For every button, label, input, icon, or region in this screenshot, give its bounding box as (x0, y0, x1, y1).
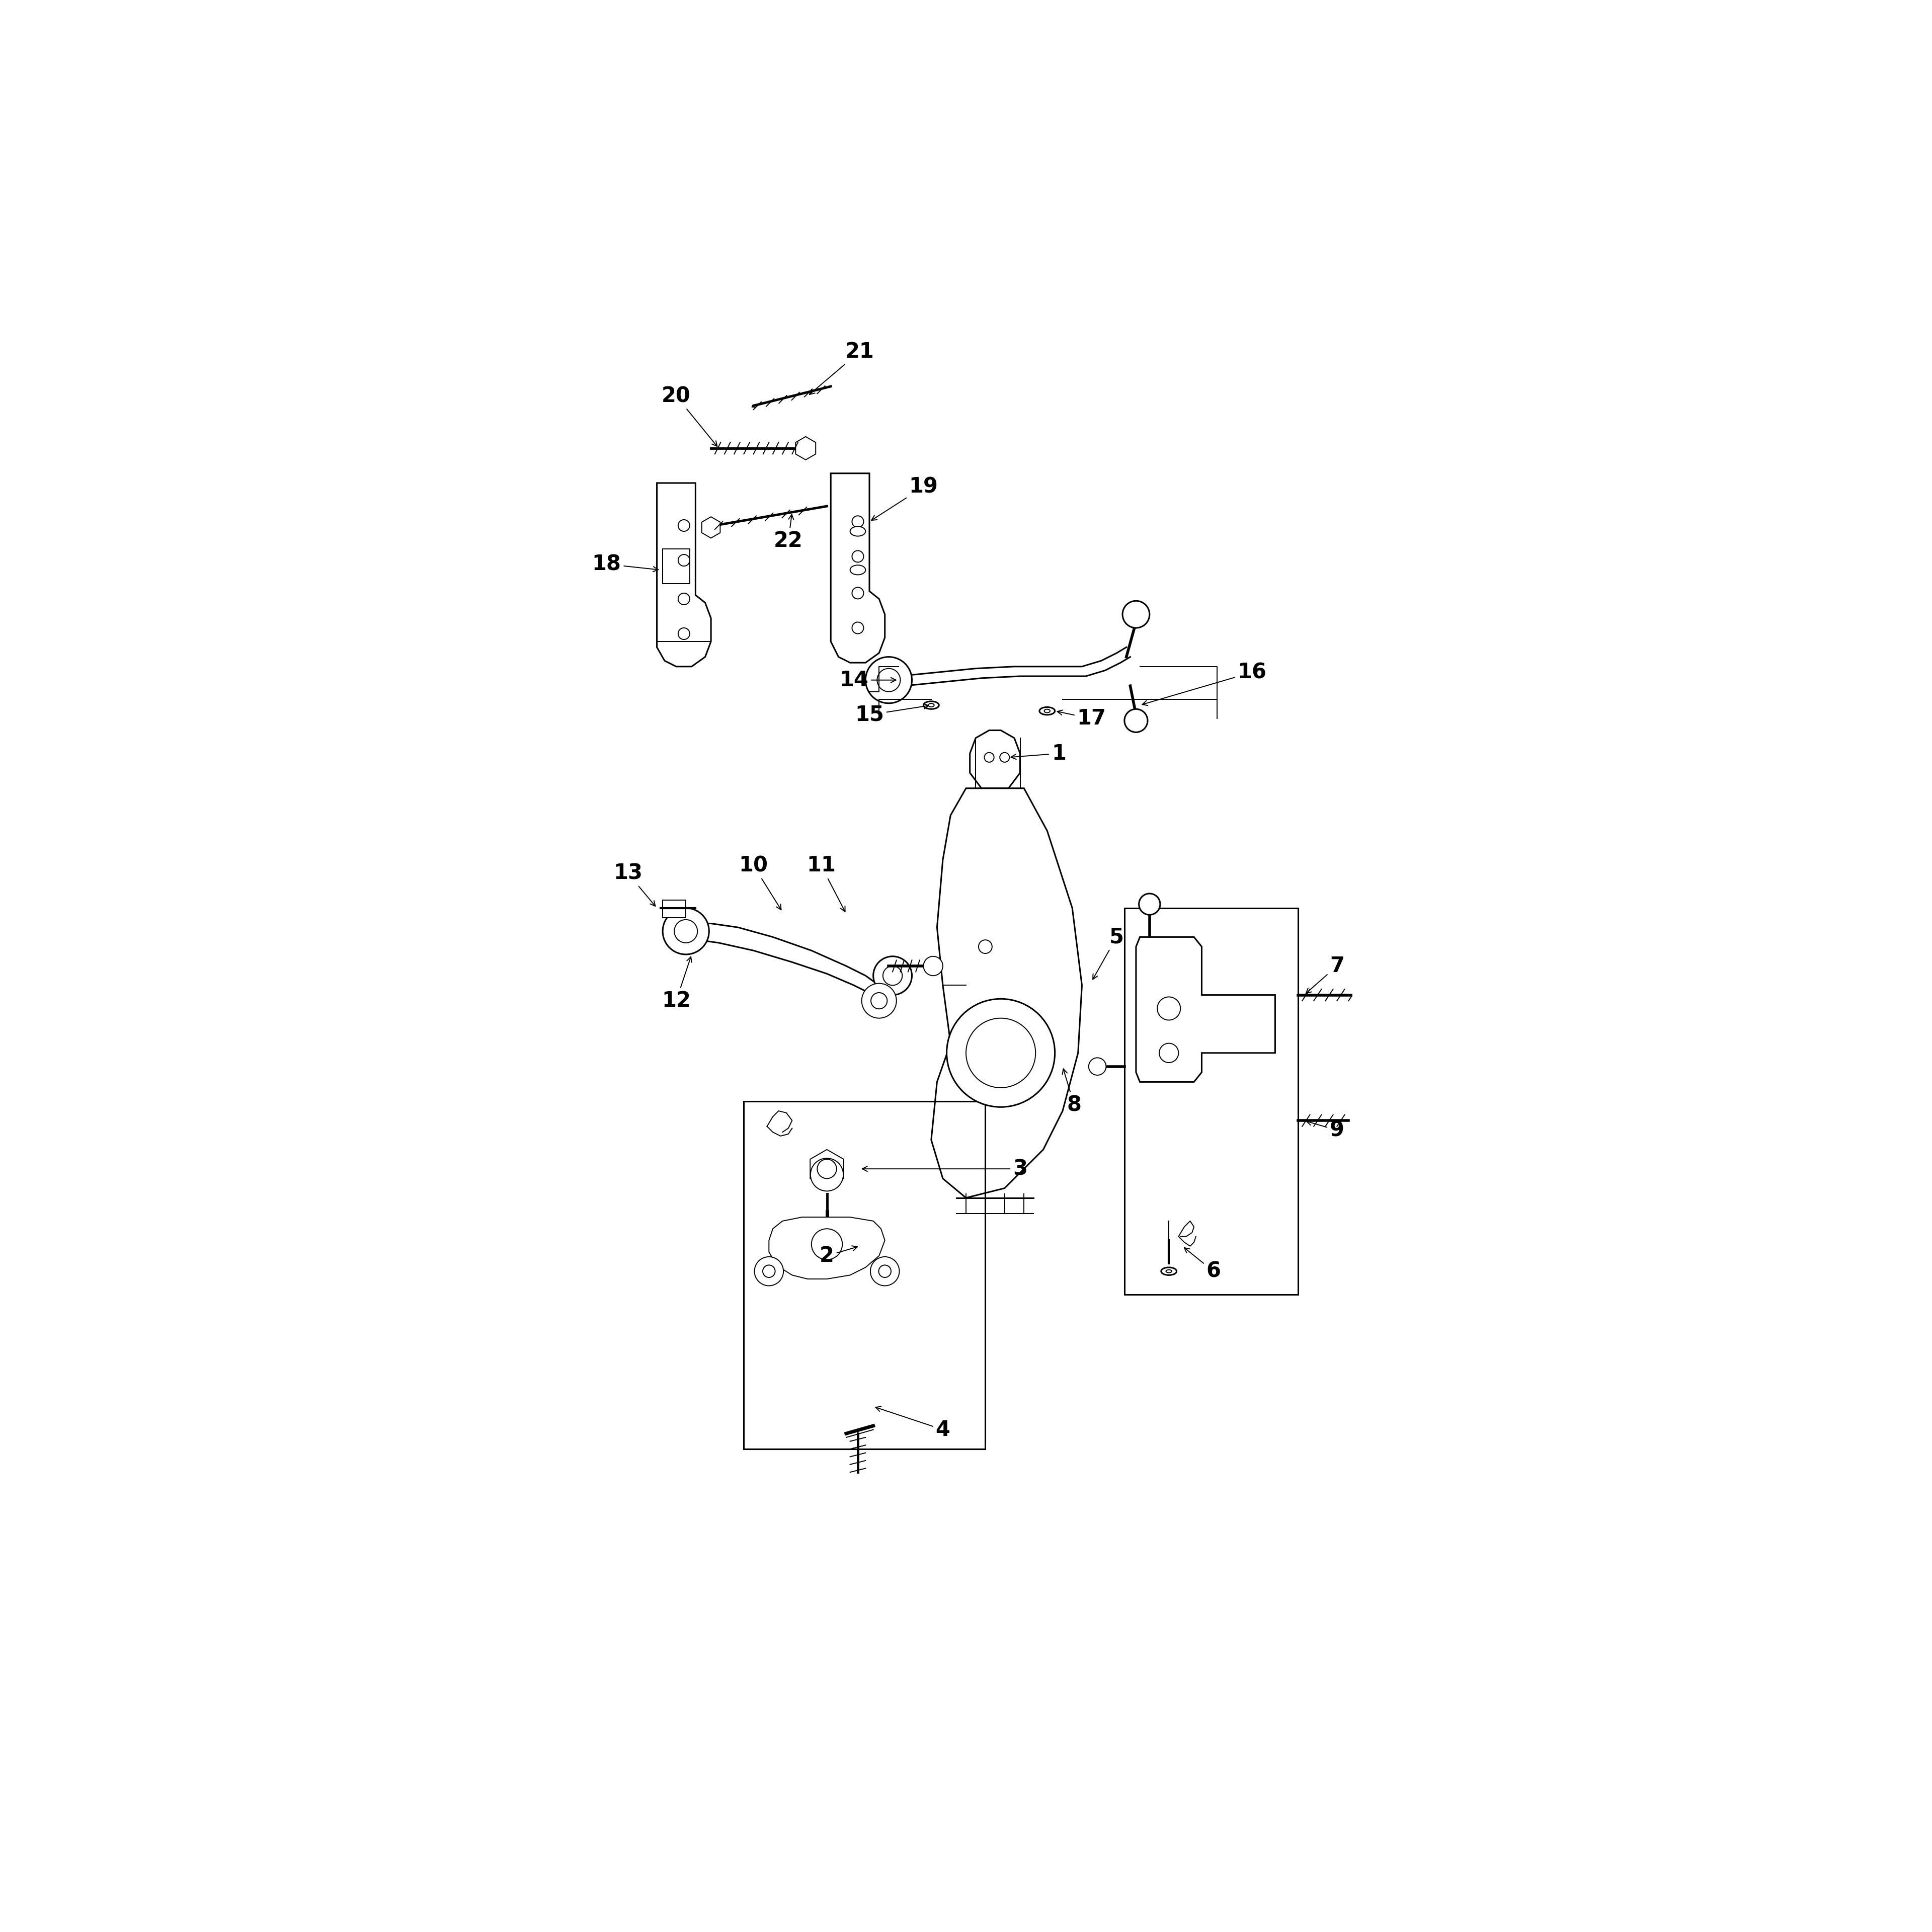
Circle shape (678, 554, 690, 566)
Text: 14: 14 (838, 670, 896, 690)
Circle shape (1140, 893, 1159, 914)
Text: 2: 2 (819, 1246, 858, 1265)
Circle shape (923, 956, 943, 976)
Circle shape (674, 920, 697, 943)
Circle shape (1356, 985, 1376, 1005)
Polygon shape (657, 483, 711, 667)
Ellipse shape (1039, 707, 1055, 715)
Text: 9: 9 (1306, 1121, 1345, 1140)
Ellipse shape (850, 527, 866, 537)
Polygon shape (931, 788, 1082, 1198)
Circle shape (852, 622, 864, 634)
Circle shape (852, 587, 864, 599)
Bar (744, 1101, 985, 1449)
Polygon shape (769, 1217, 885, 1279)
Circle shape (852, 551, 864, 562)
Text: 22: 22 (773, 514, 804, 551)
Text: 1: 1 (1010, 744, 1066, 763)
Circle shape (873, 956, 912, 995)
Circle shape (663, 908, 709, 954)
Circle shape (983, 752, 993, 761)
Text: 19: 19 (871, 477, 939, 520)
Circle shape (1124, 709, 1148, 732)
Circle shape (678, 593, 690, 605)
Text: 3: 3 (862, 1159, 1028, 1179)
Ellipse shape (923, 701, 939, 709)
Circle shape (1088, 1057, 1105, 1074)
Polygon shape (970, 730, 1020, 788)
Circle shape (817, 1159, 837, 1179)
Ellipse shape (1043, 709, 1051, 713)
Text: 17: 17 (1057, 709, 1107, 728)
Circle shape (879, 1265, 891, 1277)
Polygon shape (701, 518, 721, 537)
Text: 11: 11 (806, 856, 844, 912)
Circle shape (1001, 752, 1009, 761)
Circle shape (947, 999, 1055, 1107)
Circle shape (753, 1258, 784, 1287)
Circle shape (883, 966, 902, 985)
Circle shape (811, 1229, 842, 1260)
Text: 7: 7 (1306, 956, 1345, 993)
Text: 13: 13 (612, 864, 655, 906)
Text: 21: 21 (810, 342, 875, 394)
Bar (663, 549, 690, 583)
Circle shape (966, 1018, 1036, 1088)
Ellipse shape (929, 703, 935, 707)
Text: 16: 16 (1142, 663, 1267, 705)
Circle shape (1122, 601, 1150, 628)
Text: 12: 12 (661, 956, 692, 1010)
Circle shape (871, 993, 887, 1009)
Circle shape (678, 520, 690, 531)
Text: 20: 20 (661, 386, 717, 446)
Circle shape (763, 1265, 775, 1277)
Bar (1124, 908, 1298, 1294)
Circle shape (862, 983, 896, 1018)
Polygon shape (831, 473, 885, 663)
Circle shape (852, 516, 864, 527)
Polygon shape (686, 923, 889, 1001)
Circle shape (678, 628, 690, 639)
Circle shape (866, 657, 912, 703)
FancyBboxPatch shape (663, 900, 686, 918)
Polygon shape (796, 437, 815, 460)
Ellipse shape (1161, 1267, 1177, 1275)
Text: 6: 6 (1184, 1248, 1221, 1281)
Ellipse shape (850, 566, 866, 576)
Text: 15: 15 (854, 703, 929, 725)
Circle shape (877, 668, 900, 692)
Circle shape (869, 1258, 898, 1287)
Text: 5: 5 (1094, 927, 1124, 980)
Circle shape (1159, 1043, 1179, 1063)
Text: 8: 8 (1063, 1068, 1082, 1115)
Ellipse shape (1165, 1269, 1171, 1273)
Text: 10: 10 (738, 856, 781, 910)
Circle shape (978, 941, 993, 954)
Polygon shape (1136, 937, 1275, 1082)
Circle shape (1157, 997, 1180, 1020)
Circle shape (811, 1157, 842, 1190)
Polygon shape (810, 1150, 844, 1188)
Text: 4: 4 (875, 1406, 951, 1439)
Text: 18: 18 (591, 554, 659, 574)
